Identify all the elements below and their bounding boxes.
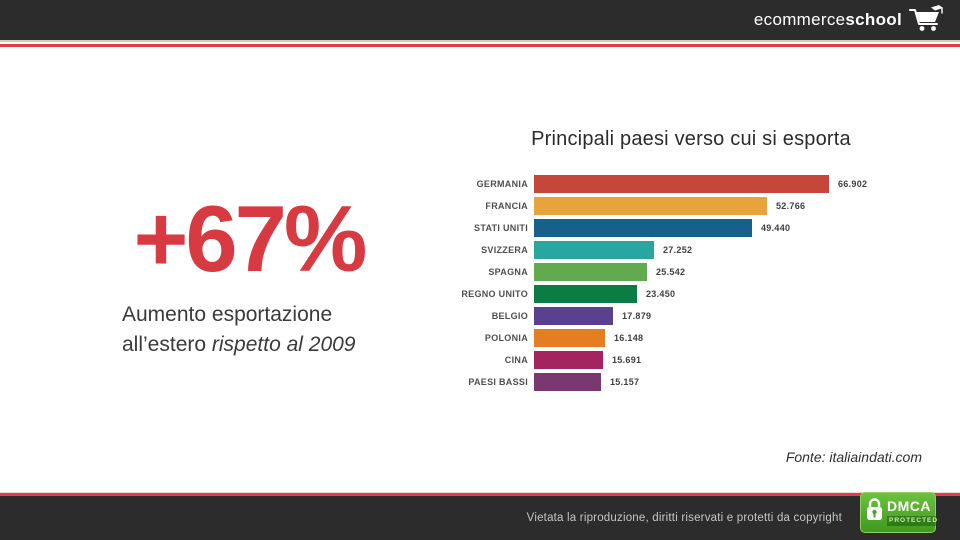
bar-label: GERMANIA — [476, 179, 528, 189]
bar — [534, 241, 654, 259]
bar — [534, 197, 767, 215]
bar-label: SVIZZERA — [481, 245, 528, 255]
logo-text: ecommerceschool — [754, 10, 902, 30]
hero-stat: +67% Aumento esportazione all’estero ris… — [98, 192, 400, 361]
bar — [534, 351, 603, 369]
chart-title: Principali paesi verso cui si esporta — [531, 128, 851, 150]
copyright-text: Vietata la riproduzione, diritti riserva… — [526, 512, 842, 524]
chart-row: FRANCIA 52.766 — [448, 197, 934, 215]
lock-icon — [866, 497, 883, 529]
dmca-badge[interactable]: DMCA PROTECTED — [860, 492, 941, 533]
dmca-title: DMCA — [887, 498, 931, 515]
chart-row: PAESI BASSI 15.157 — [448, 373, 934, 391]
chart-row: POLONIA 16.148 — [448, 329, 934, 347]
bar-label: REGNO UNITO — [461, 289, 528, 299]
hero-caption-line1: Aumento esportazione — [122, 303, 333, 326]
logo-text-school: school — [845, 10, 902, 29]
bar — [534, 263, 647, 281]
divider-white-line — [0, 42, 960, 44]
bar-value: 27.252 — [663, 245, 693, 255]
chart-row: SPAGNA 25.542 — [448, 263, 934, 281]
bar-value: 16.148 — [614, 333, 644, 343]
chart-row: STATI UNITI 49.440 — [448, 219, 934, 237]
bar-label: STATI UNITI — [474, 223, 528, 233]
bar — [534, 175, 829, 193]
logo: ecommerceschool — [754, 4, 944, 37]
bar-value: 15.157 — [610, 377, 640, 387]
hero-caption-line2-italic: rispetto al 2009 — [211, 333, 356, 357]
logo-text-ecommerce: ecommerce — [753, 10, 846, 29]
bar-value: 17.879 — [622, 311, 652, 321]
divider-red-line-bottom — [0, 493, 960, 496]
bar-value: 66.902 — [838, 179, 868, 189]
bar-label: SPAGNA — [488, 267, 528, 277]
bar-label: CINA — [504, 355, 528, 365]
bar-value: 15.691 — [612, 355, 642, 365]
hero-caption: Aumento esportazione all’estero rispetto… — [98, 300, 400, 361]
top-divider — [0, 40, 960, 47]
bar-label: BELGIO — [491, 311, 528, 321]
bar — [534, 329, 605, 347]
bar-label: FRANCIA — [485, 201, 528, 211]
chart-row: SVIZZERA 27.252 — [448, 241, 934, 259]
cart-graduation-icon — [908, 4, 944, 37]
divider-red-line — [0, 44, 960, 47]
source-note: Fonte: italiaindati.com — [785, 449, 922, 465]
bar-value: 49.440 — [761, 223, 791, 233]
chart-row: REGNO UNITO 23.450 — [448, 285, 934, 303]
chart-row: GERMANIA 66.902 — [448, 175, 934, 193]
bar — [534, 307, 613, 325]
chart-rows: GERMANIA 66.902 FRANCIA 52.766 STATI UNITI 49… — [448, 175, 934, 391]
footer-bar: Vietata la riproduzione, diritti riserva… — [0, 496, 960, 540]
bar — [534, 373, 601, 391]
divider-pink-line — [0, 492, 960, 493]
chart-row: CINA 15.691 — [448, 351, 934, 369]
bar-chart: Principali paesi verso cui si esporta GE… — [448, 128, 934, 395]
header-bar: ecommerceschool — [0, 0, 960, 40]
percent-value: +67% — [133, 186, 367, 291]
bar-value: 23.450 — [646, 289, 676, 299]
bar — [534, 285, 637, 303]
bar-value: 52.766 — [776, 201, 806, 211]
bottom-divider — [0, 492, 960, 496]
dmca-badge-text: DMCA PROTECTED — [887, 498, 941, 526]
bar — [534, 219, 752, 237]
divider-cream-line — [0, 40, 960, 42]
chart-row: BELGIO 17.879 — [448, 307, 934, 325]
bar-label: POLONIA — [484, 333, 528, 343]
hero-caption-line2: all’estero — [122, 333, 212, 357]
dmca-subtitle: PROTECTED — [887, 515, 941, 526]
bar-label: PAESI BASSI — [468, 377, 528, 387]
bar-value: 25.542 — [656, 267, 686, 277]
